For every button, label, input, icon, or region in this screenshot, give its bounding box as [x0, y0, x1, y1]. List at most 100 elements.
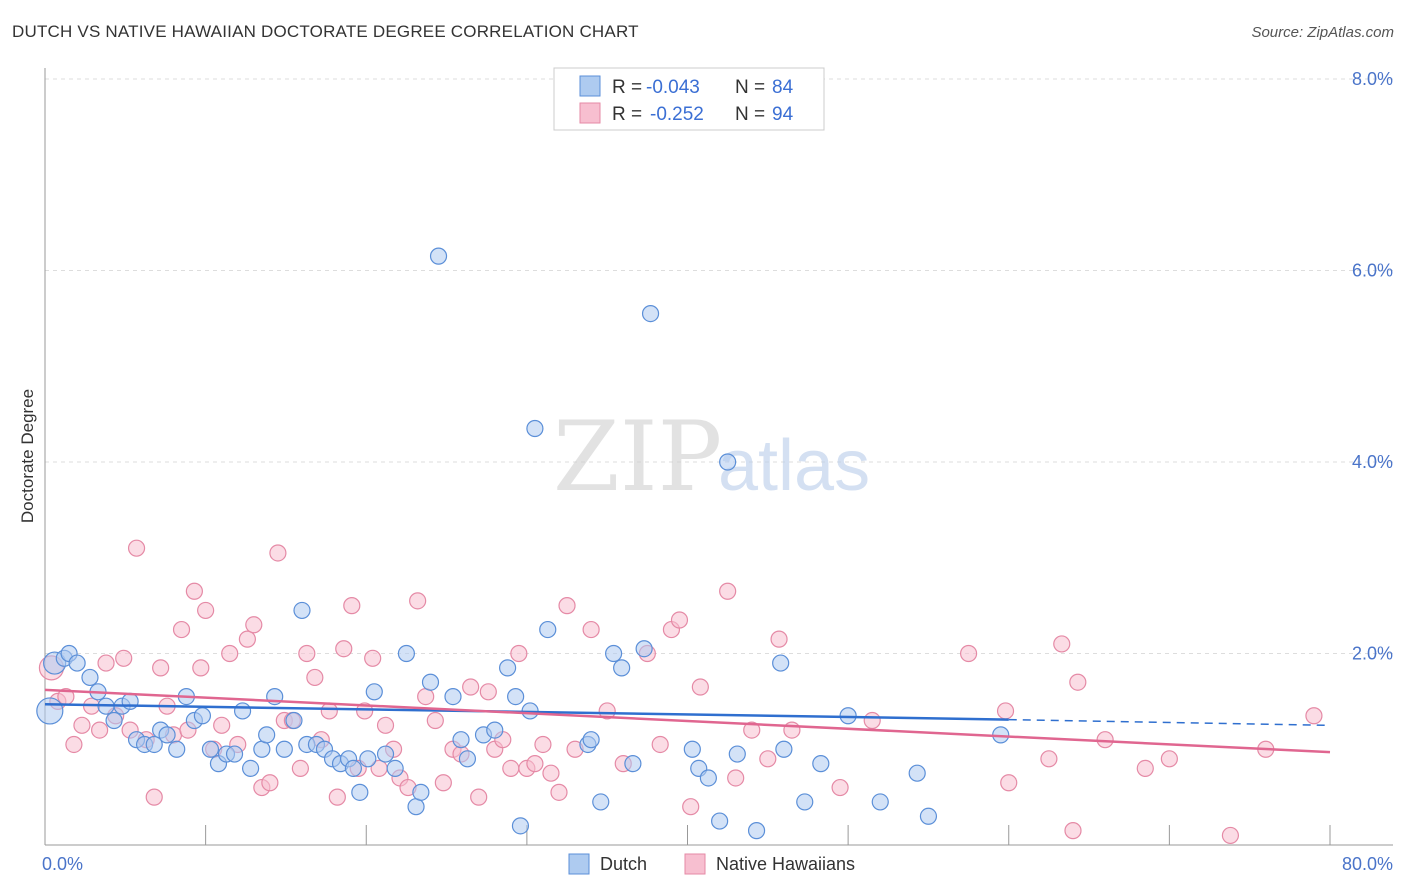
dutch-point-72	[728, 745, 746, 763]
hawaiian-point-34	[298, 644, 316, 663]
dutch-point-26	[253, 740, 271, 758]
dutch-point-51	[458, 750, 477, 768]
hawaiian-point-93	[1096, 731, 1114, 749]
y-tick-labels: 2.0% 4.0% 6.0% 8.0%	[1352, 69, 1393, 664]
series-legend-swatch-hawaiian[interactable]	[684, 853, 706, 875]
dutch-point-69	[699, 769, 717, 787]
hawaiian-point-40	[343, 597, 361, 615]
hawaiian-point-65	[542, 764, 560, 782]
hawaiian-point-64	[534, 735, 552, 754]
dutch-point-59	[539, 620, 557, 639]
dutch-point-49	[444, 687, 462, 706]
hawaiian-point-79	[727, 769, 745, 787]
hawaiian-point-85	[863, 711, 881, 730]
hawaiian-point-76	[682, 798, 700, 816]
dutch-point-70	[711, 812, 729, 830]
hawaiian-point-26	[238, 630, 256, 648]
hawaiian-point-66	[550, 783, 568, 801]
source-label: Source: ZipAtlas.com	[1251, 24, 1394, 41]
series-legend-label-hawaiian[interactable]: Native Hawaiians	[716, 854, 855, 874]
hawaiian-point-6	[91, 721, 109, 739]
x-ticks	[205, 825, 1331, 845]
hawaiian-point-14	[152, 659, 170, 677]
hawaiian-point-19	[185, 582, 203, 600]
dutch-point-73	[747, 822, 766, 840]
stats-legend: R = -0.043 N = 84 R = -0.252 N = 94	[553, 67, 825, 131]
dutch-point-63	[613, 659, 631, 677]
hawaiian-point-27	[245, 616, 263, 634]
hawaiian-point-37	[320, 702, 338, 720]
dutch-point-53	[486, 721, 504, 739]
hawaiian-point-88	[1000, 774, 1018, 792]
dutch-point-77	[812, 755, 830, 773]
dutch-point-48	[429, 247, 448, 265]
hawaiian-point-69	[582, 620, 600, 639]
dutch-point-13	[145, 735, 163, 754]
dutch-point-47	[421, 673, 440, 691]
dutch-point-56	[511, 817, 530, 835]
dutch-point-41	[365, 683, 383, 701]
dutch-point-0	[36, 697, 64, 725]
dutch-point-10	[121, 692, 139, 710]
hawaiian-point-11	[127, 539, 146, 557]
watermark: ZIP atlas	[553, 401, 870, 513]
hawaiian-point-60	[502, 759, 520, 778]
dutch-point-27	[258, 726, 276, 744]
dutch-point-30	[285, 711, 303, 730]
dutch-point-54	[499, 659, 517, 677]
hawaiian-point-4	[73, 716, 91, 734]
hawaiian-point-83	[783, 721, 801, 739]
hawaiian-point-89	[1040, 750, 1058, 768]
legend-n-value-dutch: 84	[772, 77, 794, 98]
dutch-point-50	[452, 731, 470, 749]
legend-n-value-hawaiian: 94	[772, 104, 794, 125]
series-legend-swatch-dutch[interactable]	[568, 853, 590, 875]
dutch-point-16	[168, 740, 186, 758]
dutch-point-81	[919, 807, 938, 825]
hawaiian-point-9	[115, 649, 133, 667]
legend-r-value-hawaiian: -0.252	[650, 104, 704, 125]
dutch-point-25	[242, 759, 260, 778]
hawaiian-point-35	[306, 668, 324, 687]
hawaiian-point-92	[1069, 673, 1087, 691]
dutch-point-29	[275, 740, 293, 758]
hawaiian-point-24	[221, 644, 239, 663]
dutch-point-31	[293, 601, 311, 620]
legend-r-value-dutch: -0.043	[646, 77, 700, 98]
hawaiian-point-49	[409, 592, 427, 610]
dutch-point-79	[871, 793, 889, 811]
legend-n-label-hawaiian: N =	[735, 104, 765, 125]
hawaiian-point-39	[335, 640, 353, 658]
hawaiian-point-67	[558, 597, 576, 615]
y-tick-label-4: 4.0%	[1352, 452, 1393, 472]
hawaiian-point-90	[1053, 635, 1071, 653]
series-legend: Dutch Native Hawaiians	[568, 853, 855, 875]
hawaiian-point-78	[719, 582, 737, 600]
dutch-point-38	[344, 759, 362, 778]
dutch-point-83	[582, 731, 600, 749]
dutch-point-4	[68, 654, 86, 672]
dutch-point-44	[397, 644, 416, 663]
dutch-point-66	[641, 304, 660, 323]
legend-swatch-hawaiian	[579, 102, 601, 124]
legend-n-label-dutch: N =	[735, 77, 765, 98]
watermark-zip: ZIP	[553, 401, 722, 513]
hawaiian-point-56	[470, 788, 488, 806]
dutch-point-43	[386, 759, 404, 778]
hawaiian-point-81	[759, 750, 777, 768]
series-legend-label-dutch[interactable]: Dutch	[600, 854, 647, 874]
hawaiian-point-38	[328, 788, 346, 806]
hawaiian-point-77	[691, 678, 709, 696]
dutch-point-67	[683, 740, 701, 758]
hawaiian-point-51	[426, 711, 444, 730]
hawaiian-point-52	[434, 774, 452, 792]
dutch-point-20	[201, 740, 220, 758]
x-tick-label-max: 80.0%	[1342, 854, 1393, 874]
hawaiian-point-20	[192, 659, 210, 677]
dutch-point-23	[225, 745, 244, 763]
hawaiian-point-21	[197, 601, 215, 620]
y-axis-label: Doctorate Degree	[18, 389, 37, 523]
hawaiian-point-84	[831, 778, 849, 797]
dutch-point-8	[105, 711, 123, 730]
dutch-point-24	[233, 702, 252, 720]
